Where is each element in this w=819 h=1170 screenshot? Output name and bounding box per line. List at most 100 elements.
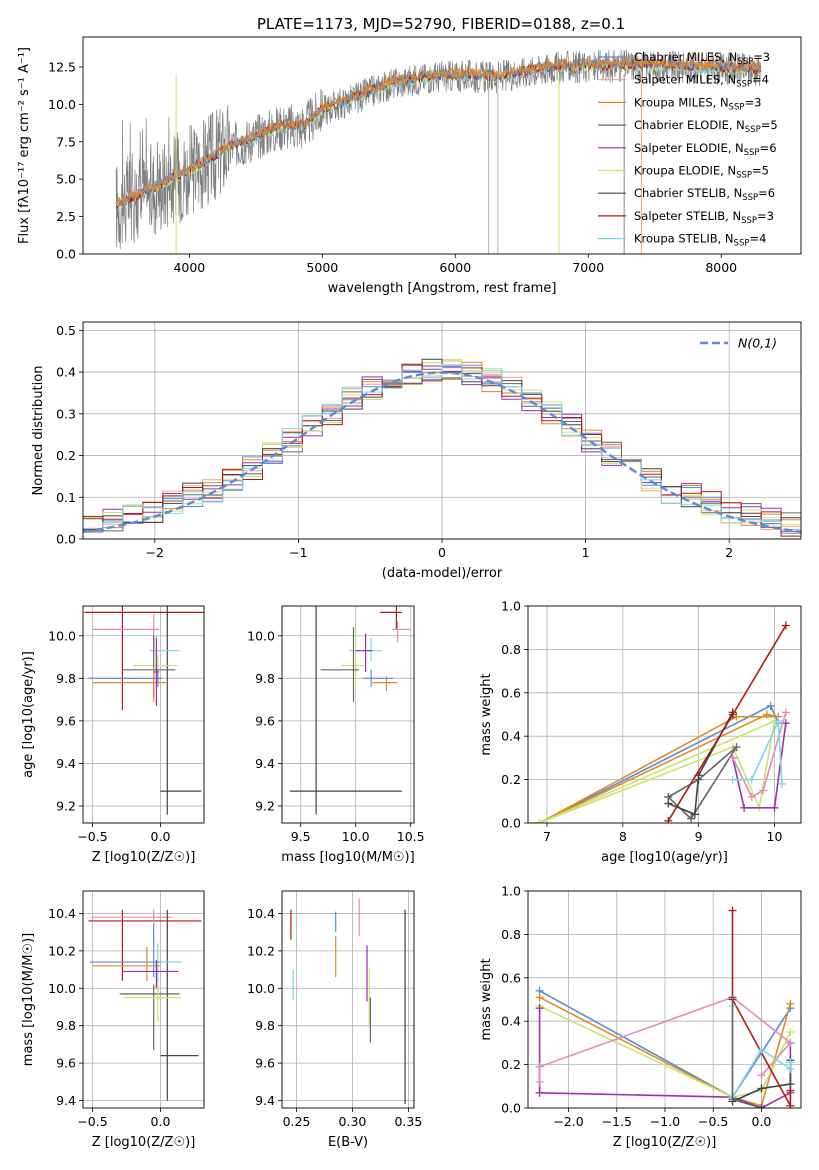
x-tick-label: −0.5 <box>698 1114 728 1129</box>
y-tick-label: 9.6 <box>56 713 76 728</box>
x-tick-label: 10 <box>767 829 783 844</box>
y-tick-label: 0.0 <box>56 247 76 262</box>
panel-mass_vs_ebv: 0.25 0.30 0.35 9.4 9.6 9.8 10.0 10.2 10.4 E(B-V) <box>247 890 422 1150</box>
error-bar <box>91 909 172 927</box>
error-bar <box>119 984 180 1051</box>
weight-marker <box>535 819 544 823</box>
legend-item: Chabrier MILES, NSSP=3 <box>598 50 770 67</box>
weight-marker <box>786 1101 795 1108</box>
normal-curve <box>83 371 801 533</box>
y-tick-label: 9.2 <box>56 798 76 813</box>
weight-marker <box>774 717 783 726</box>
y-tick-label: 9.4 <box>255 756 275 771</box>
legend-label: Kroupa ELODIE, NSSP=5 <box>634 164 769 181</box>
axes-frame <box>82 890 205 1109</box>
weight-marker <box>786 1058 795 1067</box>
error-bar <box>362 669 394 687</box>
weight-marker <box>778 779 787 788</box>
x-tick-label: 1 <box>582 545 590 560</box>
error-bar <box>355 633 373 672</box>
y-tick-label: 10.0 <box>48 981 76 996</box>
legend-item: Kroupa MILES, NSSP=3 <box>598 95 761 112</box>
figure-title: PLATE=1173, MJD=52790, FIBERID=0188, z=0… <box>257 15 625 33</box>
y-tick-label: 0.3 <box>56 406 76 421</box>
error-bar <box>289 606 402 815</box>
y-tick-label: 9.2 <box>255 798 275 813</box>
legend-label: Chabrier ELODIE, NSSP=5 <box>634 118 778 135</box>
axes-frame <box>82 36 802 255</box>
error-bar <box>160 606 202 815</box>
weight-marker <box>786 1038 795 1047</box>
panel-spectrum: 4000 5000 6000 7000 8000 0.0 2.5 5.0 7.5 10.0 12.5… <box>17 36 802 296</box>
error-bar <box>122 960 179 989</box>
plot-area <box>535 621 790 823</box>
panel-weight_vs_age: 7 8 9 10 0.0 0.2 0.4 0.6 0.8 1.0 age [log10(age/yr… <box>479 599 802 865</box>
x-tick-label: 9.5 <box>291 829 311 844</box>
weight-marker <box>757 1104 766 1108</box>
y-tick-label: 0.8 <box>501 927 521 942</box>
axes-frame <box>82 321 802 540</box>
x-tick-label: 0 <box>438 545 446 560</box>
x-tick-label: 0.25 <box>283 1114 311 1129</box>
x-axis-label: wavelength [Angstrom, rest frame] <box>328 281 557 296</box>
panel-mass_vs_Z: −0.5 0.0 9.4 9.6 9.8 10.0 10.2 10.4 Z [log10(Z/Z… <box>21 890 205 1150</box>
panel-residuals: −2 −1 0 1 2 0.0 0.1 0.2 0.3 0.4 0.5 (data-model)/er… <box>31 321 802 581</box>
x-tick-label: 4000 <box>173 260 205 275</box>
weight-marker <box>747 775 756 784</box>
weight-marker <box>747 792 756 801</box>
y-tick-label: 9.4 <box>56 756 76 771</box>
panel-age_vs_Z: −0.5 0.0 9.2 9.4 9.6 9.8 10.0 Z [log10(Z/Z☉)] ag… <box>21 605 205 865</box>
weight-marker <box>728 710 737 719</box>
plot-area <box>290 898 406 1105</box>
weight-marker <box>766 701 775 710</box>
weight-marker <box>770 803 779 812</box>
error-bar <box>379 606 402 630</box>
y-tick-label: 1.0 <box>501 599 521 614</box>
plot-area <box>84 606 204 815</box>
weight-marker <box>781 708 790 717</box>
x-tick-label: −1.0 <box>650 1114 680 1129</box>
weight-line <box>732 712 787 799</box>
y-axis-label: mass weight <box>479 673 494 755</box>
y-axis-label: age [log10(age/yr)] <box>21 651 36 778</box>
y-tick-label: 2.5 <box>56 209 76 224</box>
x-tick-label: −1 <box>289 545 307 560</box>
axes-frame <box>281 605 415 824</box>
y-tick-label: 12.5 <box>48 59 76 74</box>
weight-marker <box>786 1080 795 1089</box>
y-tick-label: 0.2 <box>501 772 521 787</box>
y-tick-label: 0.0 <box>56 532 76 547</box>
error-bar <box>88 669 162 687</box>
weight-marker <box>757 1084 766 1093</box>
plot-area <box>88 909 202 1101</box>
x-tick-label: 9 <box>695 829 703 844</box>
y-tick-label: 0.6 <box>501 685 521 700</box>
legend-label: Chabrier MILES, NSSP=3 <box>634 50 770 67</box>
axes-frame <box>82 605 205 824</box>
y-axis-label: Normed distribution <box>31 366 46 496</box>
error-bar <box>123 982 181 1022</box>
legend-item: Salpeter ELODIE, NSSP=6 <box>598 141 777 158</box>
y-tick-label: 10.0 <box>48 628 76 643</box>
panel-age_vs_mass: 9.5 10.0 10.5 9.2 9.4 9.6 9.8 10.0 mass [log10(M… <box>247 605 425 865</box>
weight-marker <box>535 1077 544 1086</box>
error-bar <box>372 676 398 692</box>
axes-frame <box>281 890 415 1109</box>
legend-label: Salpeter STELIB, NSSP=3 <box>634 209 774 226</box>
weight-marker <box>786 999 795 1008</box>
weight-marker <box>762 710 771 719</box>
legend-label: Salpeter MILES, NSSP=4 <box>634 73 769 90</box>
x-tick-label: −1.5 <box>602 1114 632 1129</box>
x-tick-label: 0.35 <box>394 1114 422 1129</box>
y-tick-label: 0.2 <box>56 448 76 463</box>
y-tick-label: 9.8 <box>255 1018 275 1033</box>
y-tick-label: 9.8 <box>56 671 76 686</box>
panel-weight_vs_Z: −2.0 −1.5 −1.0 −0.5 0.0 0.0 0.2 0.4 0.6 0.8 1.0 Z [… <box>479 884 802 1150</box>
weight-marker <box>786 1028 795 1037</box>
y-tick-label: 10.0 <box>247 628 275 643</box>
x-tick-label: −0.5 <box>77 829 107 844</box>
error-bar <box>92 667 168 702</box>
y-tick-label: 9.6 <box>255 713 275 728</box>
legend-item: Chabrier ELODIE, NSSP=5 <box>598 118 778 135</box>
